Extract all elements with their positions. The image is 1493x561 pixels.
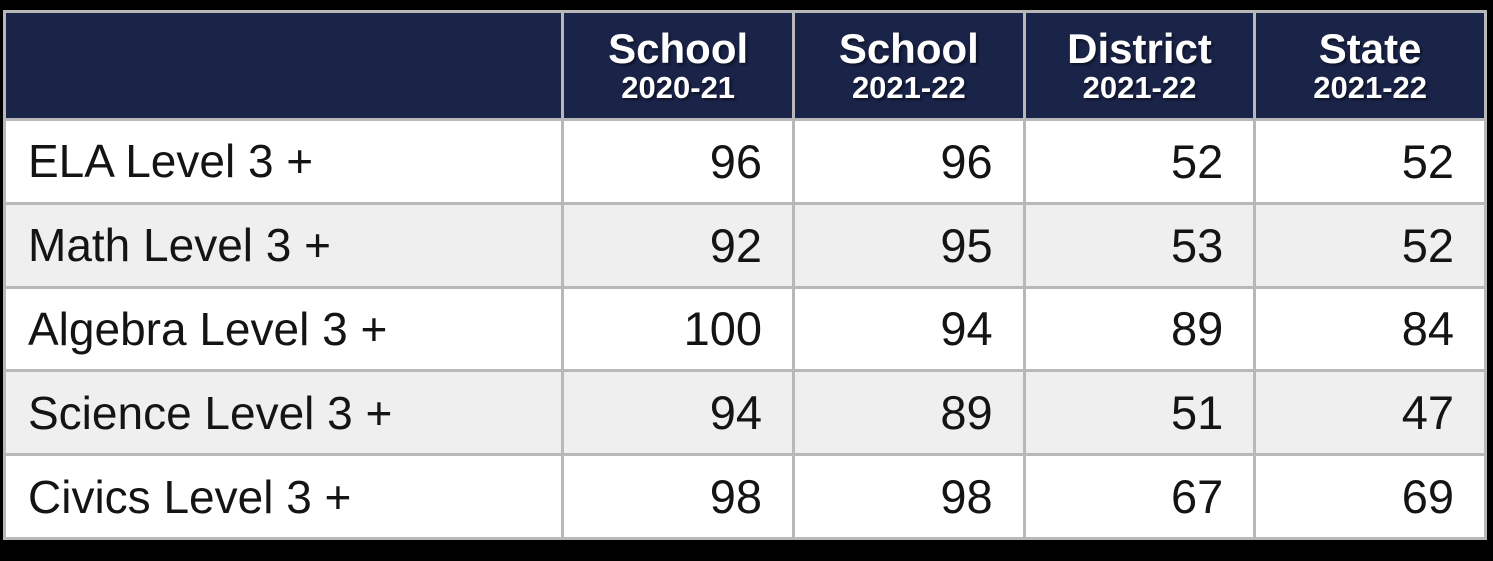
value-cell: 94 <box>561 369 795 457</box>
table-header: School 2020-21 School 2021-22 District 2… <box>2 10 1487 121</box>
header-sublabel: 2021-22 <box>1313 70 1428 106</box>
table-row: Math Level 3 +92 95 53 52 <box>2 201 1487 289</box>
header-cell-school-2021-22: School 2021-22 <box>792 10 1026 121</box>
value-cell: 98 <box>792 453 1026 540</box>
table-row: Science Level 3 +94 89 51 47 <box>2 369 1487 457</box>
header-sublabel: 2021-22 <box>1082 70 1197 106</box>
header-row: School 2020-21 School 2021-22 District 2… <box>2 10 1487 121</box>
row-label: Science Level 3 + <box>2 369 565 457</box>
value-cell: 52 <box>1022 118 1257 205</box>
table-row: ELA Level 3 +96 96 52 52 <box>2 118 1487 205</box>
value-cell: 95 <box>792 201 1026 289</box>
value-cell: 96 <box>792 118 1026 205</box>
row-label: Algebra Level 3 + <box>2 285 565 373</box>
value-cell: 92 <box>561 201 795 289</box>
value-cell: 89 <box>1022 285 1257 373</box>
header-label: School <box>608 25 749 73</box>
value-cell: 51 <box>1022 369 1257 457</box>
value-cell: 69 <box>1253 453 1487 540</box>
value-cell: 98 <box>561 453 795 540</box>
table-row: Civics Level 3 +98 98 67 69 <box>2 453 1487 540</box>
table-body: ELA Level 3 +96 96 52 52 Math Level 3 +92 95 5… <box>2 118 1487 540</box>
row-label: Civics Level 3 + <box>2 453 565 540</box>
header-cell-school-2020-21: School 2020-21 <box>561 10 795 121</box>
value-cell: 100 <box>561 285 795 373</box>
value-cell: 94 <box>792 285 1026 373</box>
value-cell: 47 <box>1253 369 1487 457</box>
header-sublabel: 2020-21 <box>621 70 736 106</box>
performance-table: School 2020-21 School 2021-22 District 2… <box>2 10 1487 540</box>
header-label: School <box>838 25 979 73</box>
header-label: State <box>1318 25 1422 73</box>
value-cell: 84 <box>1253 285 1487 373</box>
header-sublabel: 2021-22 <box>851 70 966 106</box>
header-cell-district-2021-22: District 2021-22 <box>1022 10 1257 121</box>
value-cell: 96 <box>561 118 795 205</box>
value-cell: 89 <box>792 369 1026 457</box>
value-cell: 52 <box>1253 118 1487 205</box>
performance-table-frame: School 2020-21 School 2021-22 District 2… <box>2 10 1487 540</box>
table-row: Algebra Level 3 +100 94 89 84 <box>2 285 1487 373</box>
value-cell: 67 <box>1022 453 1257 540</box>
value-cell: 53 <box>1022 201 1257 289</box>
row-label: Math Level 3 + <box>2 201 565 289</box>
header-label: District <box>1067 25 1212 73</box>
header-cell-empty <box>2 10 565 121</box>
row-label: ELA Level 3 + <box>2 118 565 205</box>
header-cell-state-2021-22: State 2021-22 <box>1253 10 1487 121</box>
value-cell: 52 <box>1253 201 1487 289</box>
